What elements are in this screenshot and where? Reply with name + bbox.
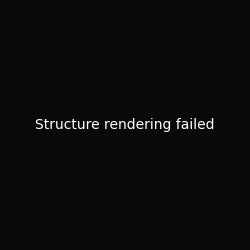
Text: Structure rendering failed: Structure rendering failed — [35, 118, 215, 132]
